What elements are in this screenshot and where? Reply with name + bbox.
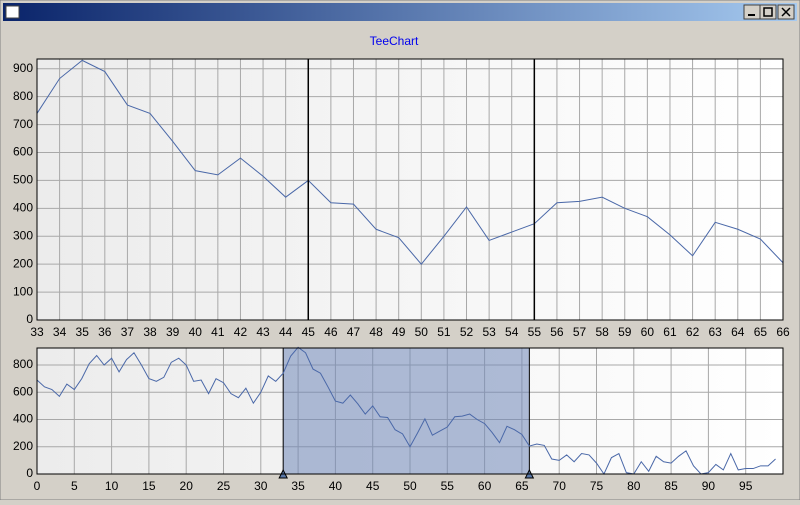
- x-tick-label: 33: [30, 325, 44, 339]
- x-tick-label: 38: [143, 325, 157, 339]
- x-tick-label: 47: [347, 325, 361, 339]
- x-tick-label: 55: [528, 325, 542, 339]
- x-tick-label: 90: [702, 479, 716, 493]
- plot-frame: [36, 58, 784, 321]
- y-tick-label: 900: [13, 61, 33, 75]
- x-tick-label: 45: [302, 325, 316, 339]
- x-tick-label: 48: [369, 325, 383, 339]
- x-tick-label: 63: [709, 325, 723, 339]
- y-tick-label: 500: [13, 173, 33, 187]
- x-tick-label: 65: [515, 479, 529, 493]
- x-tick-label: 44: [279, 325, 293, 339]
- x-tick-label: 59: [618, 325, 632, 339]
- x-tick-label: 25: [217, 479, 231, 493]
- x-tick-label: 0: [34, 479, 41, 493]
- y-tick-label: 600: [13, 384, 33, 398]
- x-tick-label: 85: [664, 479, 678, 493]
- x-tick-label: 60: [478, 479, 492, 493]
- chart-title: TeeChart: [370, 34, 419, 48]
- y-tick-label: 0: [26, 312, 33, 326]
- y-tick-label: 600: [13, 145, 33, 159]
- window-buttons: [743, 4, 795, 20]
- title-bar: [3, 3, 797, 21]
- x-tick-label: 70: [553, 479, 567, 493]
- x-tick-label: 39: [166, 325, 180, 339]
- y-tick-label: 100: [13, 284, 33, 298]
- x-tick-label: 65: [754, 325, 768, 339]
- x-tick-label: 15: [142, 479, 156, 493]
- close-glyph: [781, 7, 791, 17]
- x-tick-label: 55: [441, 479, 455, 493]
- x-tick-label: 75: [590, 479, 604, 493]
- selection-range: [282, 347, 530, 475]
- x-tick-label: 58: [595, 325, 609, 339]
- x-tick-label: 62: [686, 325, 700, 339]
- x-tick-label: 30: [254, 479, 268, 493]
- x-tick-label: 46: [324, 325, 338, 339]
- x-tick-label: 5: [71, 479, 78, 493]
- maximize-button[interactable]: [759, 4, 777, 20]
- x-tick-label: 36: [98, 325, 112, 339]
- x-tick-label: 50: [403, 479, 417, 493]
- x-tick-label: 64: [731, 325, 745, 339]
- x-tick-label: 60: [641, 325, 655, 339]
- x-tick-label: 61: [663, 325, 677, 339]
- plot-frame: [36, 347, 784, 475]
- x-tick-label: 50: [415, 325, 429, 339]
- x-tick-label: 35: [76, 325, 90, 339]
- y-tick-label: 0: [26, 466, 33, 480]
- x-tick-label: 80: [627, 479, 641, 493]
- data-line: [36, 59, 784, 265]
- y-tick-label: 400: [13, 201, 33, 215]
- x-tick-label: 43: [256, 325, 270, 339]
- x-tick-label: 37: [121, 325, 135, 339]
- y-tick-label: 300: [13, 228, 33, 242]
- x-tick-label: 35: [291, 479, 305, 493]
- x-tick-label: 41: [211, 325, 225, 339]
- x-tick-label: 10: [105, 479, 119, 493]
- app-icon: [5, 5, 20, 19]
- plot-area: [37, 59, 783, 320]
- x-tick-label: 56: [550, 325, 564, 339]
- x-tick-label: 51: [437, 325, 451, 339]
- x-tick-label: 52: [460, 325, 474, 339]
- y-tick-label: 200: [13, 256, 33, 270]
- maximize-glyph: [763, 7, 773, 17]
- x-tick-label: 34: [53, 325, 67, 339]
- x-tick-label: 95: [739, 479, 753, 493]
- x-tick-label: 40: [189, 325, 203, 339]
- x-tick-label: 66: [776, 325, 790, 339]
- x-tick-label: 40: [329, 479, 343, 493]
- x-tick-label: 57: [573, 325, 587, 339]
- x-tick-label: 54: [505, 325, 519, 339]
- y-tick-label: 800: [13, 89, 33, 103]
- y-tick-label: 800: [13, 357, 33, 371]
- x-tick-label: 20: [180, 479, 194, 493]
- y-tick-label: 200: [13, 439, 33, 453]
- x-tick-label: 49: [392, 325, 406, 339]
- y-tick-label: 400: [13, 412, 33, 426]
- x-tick-label: 53: [482, 325, 496, 339]
- minimize-button[interactable]: [743, 4, 761, 20]
- data-line: [36, 346, 776, 476]
- x-tick-label: 42: [234, 325, 248, 339]
- x-tick-label: 45: [366, 479, 380, 493]
- y-tick-label: 700: [13, 117, 33, 131]
